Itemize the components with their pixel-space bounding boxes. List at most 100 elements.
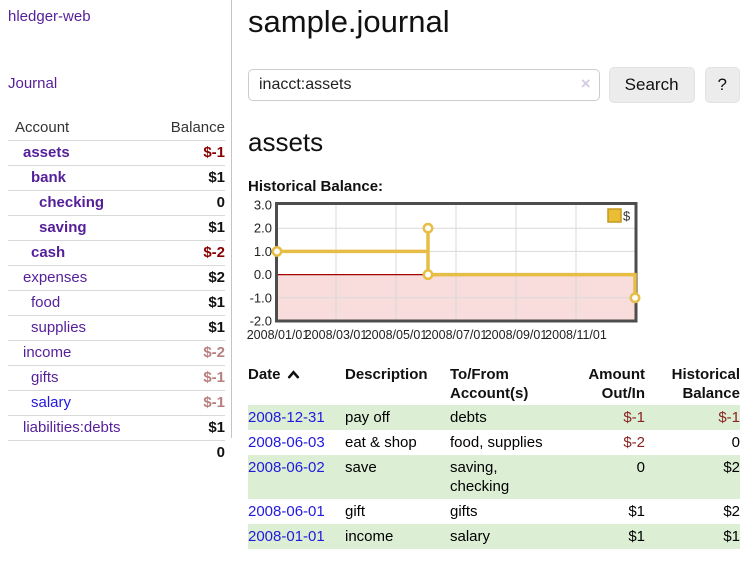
account-balance-table: Account Balance assets $-1 bank $1 check…	[8, 116, 225, 465]
sort-ascending-icon	[287, 370, 299, 379]
transaction-accounts: debts	[450, 409, 487, 426]
account-link-cash[interactable]: cash	[31, 244, 66, 261]
account-heading: assets	[248, 127, 324, 157]
transaction-description: save	[345, 459, 377, 476]
transaction-date-link[interactable]: 2008-06-01	[248, 503, 325, 520]
transaction-balance: $1	[723, 528, 740, 545]
amount-column-header: Amount Out/In	[588, 366, 645, 402]
sidebar: hledger-web Journal Account Balance asse…	[0, 0, 232, 465]
account-row: bank $1	[8, 165, 225, 191]
register-header-row: Date Description To/From Account(s) Amou…	[248, 363, 740, 405]
transaction-date-link[interactable]: 2008-06-02	[248, 459, 325, 476]
transaction-balance: 0	[731, 434, 740, 451]
date-column-header[interactable]: Date	[248, 363, 345, 405]
sidebar-item-journal[interactable]: Journal	[8, 75, 58, 92]
search-help-button[interactable]: ?	[704, 67, 740, 103]
transaction-description: eat & shop	[345, 434, 417, 451]
register-row: 2008-06-01 gift gifts $1 $2	[248, 499, 740, 524]
balance-column-header: Balance	[148, 116, 225, 141]
account-row: cash $-2	[8, 240, 225, 266]
register-row: 2008-01-01 income salary $1 $1	[248, 524, 740, 549]
account-balance: $1	[148, 290, 225, 316]
accounts-total-value: 0	[148, 440, 225, 465]
chart-canvas: $ 3.0 2.0 1.0 0.0 -1.0 -2.0 2008/01/01 2…	[247, 198, 641, 342]
account-balance: $1	[148, 165, 225, 191]
register-row: 2008-06-03 eat & shop food, supplies $-2…	[248, 430, 740, 455]
account-balance: $1	[148, 415, 225, 441]
account-row: supplies $1	[8, 315, 225, 341]
transaction-accounts: gifts	[450, 503, 478, 520]
transaction-balance: $2	[723, 459, 740, 476]
account-link-saving[interactable]: saving	[39, 219, 87, 236]
account-link-salary[interactable]: salary	[31, 394, 72, 411]
account-row: income $-2	[8, 340, 225, 366]
account-link-bank[interactable]: bank	[31, 169, 67, 186]
account-row: expenses $2	[8, 265, 225, 291]
transaction-date-link[interactable]: 2008-01-01	[248, 528, 325, 545]
transaction-amount: $1	[628, 503, 645, 520]
svg-text:2.0: 2.0	[254, 221, 272, 236]
transaction-amount: $1	[628, 528, 645, 545]
svg-text:2008/03/01: 2008/03/01	[305, 328, 368, 342]
account-column-header: Account	[8, 116, 149, 141]
svg-text:2008/07/01: 2008/07/01	[425, 328, 488, 342]
transaction-date-link[interactable]: 2008-12-31	[248, 409, 325, 426]
account-link-gifts[interactable]: gifts	[31, 369, 59, 386]
account-balance: $-1	[148, 365, 225, 391]
historical-balance-chart: $ 3.0 2.0 1.0 0.0 -1.0 -2.0 2008/01/01 2…	[241, 198, 740, 354]
x-axis-labels: 2008/01/01 2008/03/01 2008/05/01 2008/07…	[247, 328, 607, 342]
transaction-amount: $-2	[623, 434, 645, 451]
accounts-total-row: 0	[8, 440, 225, 465]
chart-title: Historical Balance:	[248, 178, 384, 195]
search-bar: × Search ?	[248, 67, 740, 103]
clear-search-icon[interactable]: ×	[580, 74, 591, 93]
account-link-income[interactable]: income	[23, 344, 72, 361]
plot-border	[275, 202, 638, 323]
data-point-markers	[271, 222, 641, 304]
account-link-expenses[interactable]: expenses	[23, 269, 88, 286]
transaction-accounts: salary	[450, 528, 491, 545]
transaction-description: gift	[345, 503, 366, 520]
balance-step-line	[277, 228, 637, 298]
transaction-amount: $-1	[623, 409, 645, 426]
account-balance: $-2	[148, 340, 225, 366]
account-balance: $1	[148, 315, 225, 341]
svg-text:2008/09/01: 2008/09/01	[485, 328, 548, 342]
transaction-description: income	[345, 528, 394, 545]
account-balance: $-2	[148, 240, 225, 266]
search-button[interactable]: Search	[608, 67, 695, 103]
svg-text:-1.0: -1.0	[250, 290, 272, 305]
account-row: gifts $-1	[8, 365, 225, 391]
account-link-supplies[interactable]: supplies	[31, 319, 87, 336]
svg-text:2008/01/01: 2008/01/01	[247, 328, 310, 342]
account-link-liabilities-debts[interactable]: liabilities:debts	[23, 419, 121, 436]
svg-text:1.0: 1.0	[254, 244, 272, 259]
page-title: sample.journal	[248, 4, 450, 39]
account-balance: $-1	[148, 140, 225, 166]
main-panel: sample.journal × Search ? assets Histori…	[247, 0, 740, 549]
account-balance: $2	[148, 265, 225, 291]
register-row: 2008-06-02 save saving, checking 0 $2	[248, 455, 740, 499]
account-link-assets[interactable]: assets	[23, 144, 70, 161]
svg-text:-2.0: -2.0	[250, 314, 272, 329]
account-balance: 0	[148, 190, 225, 216]
transaction-description: pay off	[345, 409, 390, 426]
account-balance: $1	[148, 215, 225, 241]
svg-text:0.0: 0.0	[254, 267, 272, 282]
transaction-amount: 0	[636, 459, 645, 476]
account-row: assets $-1	[8, 140, 225, 166]
account-link-food[interactable]: food	[31, 294, 61, 311]
app-brand-link[interactable]: hledger-web	[8, 8, 91, 25]
account-row: liabilities:debts $1	[8, 415, 225, 441]
transaction-balance: $2	[723, 503, 740, 520]
description-column-header: Description	[345, 366, 428, 383]
legend-label: $	[623, 209, 631, 224]
svg-text:3.0: 3.0	[254, 199, 272, 213]
account-row: food $1	[8, 290, 225, 316]
y-axis-labels: 3.0 2.0 1.0 0.0 -1.0 -2.0	[250, 198, 272, 329]
account-balance: $-1	[148, 390, 225, 416]
transaction-date-link[interactable]: 2008-06-03	[248, 434, 325, 451]
account-link-checking[interactable]: checking	[39, 194, 105, 211]
search-input[interactable]	[248, 69, 600, 101]
svg-text:2008/11/01: 2008/11/01	[545, 328, 607, 342]
